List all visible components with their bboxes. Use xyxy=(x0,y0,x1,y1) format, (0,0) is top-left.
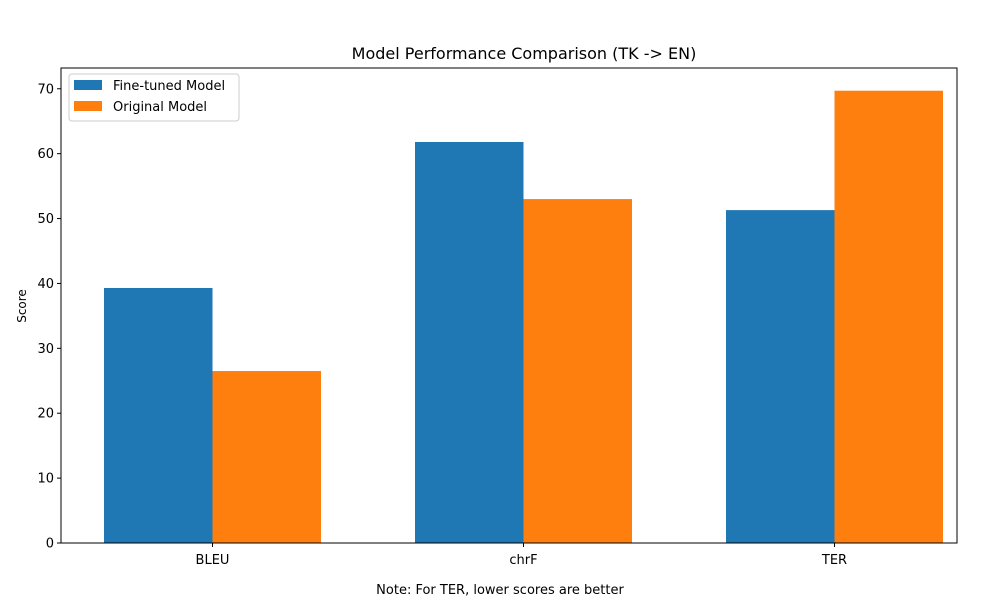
bar-fine-tuned-model-chrf xyxy=(415,141,524,543)
y-tick-label: 20 xyxy=(37,407,54,422)
bars-layer xyxy=(104,90,943,544)
y-tick-label: 70 xyxy=(37,82,54,97)
y-tick-label: 10 xyxy=(37,472,54,487)
chart-note: Note: For TER, lower scores are better xyxy=(376,583,624,598)
y-axis-label: Score xyxy=(15,289,29,323)
legend-swatch-fine-tuned xyxy=(74,80,102,90)
y-tick-label: 60 xyxy=(37,147,54,162)
y-tick-label: 30 xyxy=(37,342,54,357)
x-tick-label-bleu: BLEU xyxy=(196,553,230,568)
plot-frame xyxy=(60,67,958,544)
legend-frame xyxy=(68,73,240,122)
y-tick-label: 0 xyxy=(46,537,54,552)
bar-fine-tuned-model-bleu xyxy=(104,287,213,543)
chart-title: Model Performance Comparison (TK -> EN) xyxy=(352,44,697,63)
bar-original-model-chrf xyxy=(523,199,632,544)
y-tick-label: 50 xyxy=(37,212,54,227)
y-tick-label: 40 xyxy=(37,277,54,292)
legend-label-original: Original Model xyxy=(113,100,207,115)
x-tick-label-chrf: chrF xyxy=(509,553,537,568)
legend-label-fine-tuned: Fine-tuned Model xyxy=(113,79,225,94)
y-axis: 0 10 20 30 40 50 60 70 xyxy=(37,82,61,552)
bar-fine-tuned-model-ter xyxy=(726,210,835,543)
legend: Fine-tuned Model Original Model xyxy=(68,73,240,122)
x-axis: BLEU chrF TER xyxy=(196,543,847,568)
x-tick-label-ter: TER xyxy=(821,553,847,568)
legend-swatch-original xyxy=(74,101,102,111)
bar-original-model-bleu xyxy=(212,371,321,543)
bar-original-model-ter xyxy=(834,90,943,544)
